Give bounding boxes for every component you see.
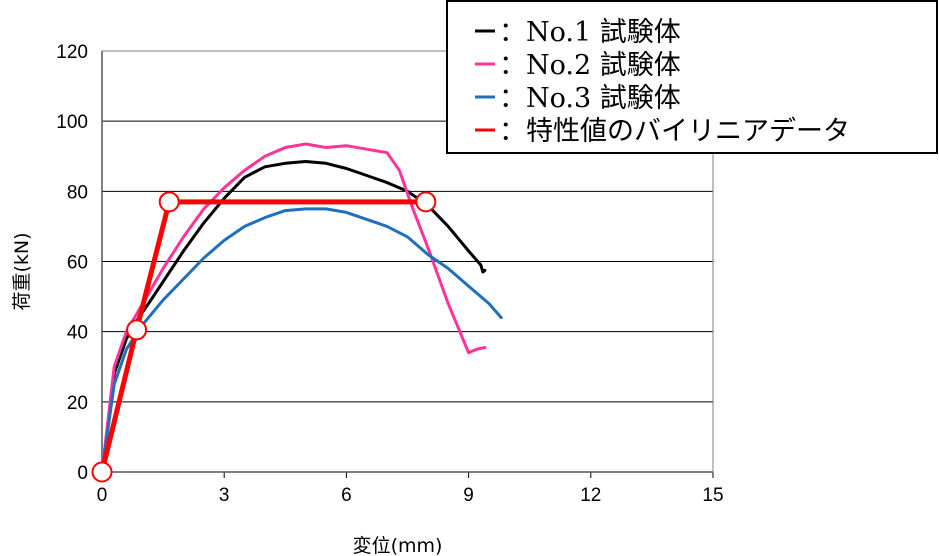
legend-box [446, 0, 938, 154]
series-4-point-marker [126, 319, 148, 341]
legend-label-1: ：No.1 試験体 [499, 17, 681, 48]
tick-labels: 0 20 40 60 80 100 120 0 3 6 9 12 15 [56, 42, 723, 506]
y-tick-label: 0 [77, 463, 88, 484]
y-tick-label: 60 [67, 253, 88, 274]
y-tick-label: 100 [56, 112, 88, 133]
series-line-1 [100, 160, 487, 474]
x-axis-label: 変位(mm) [353, 535, 443, 556]
x-tick-label: 3 [219, 485, 230, 506]
x-tick-label: 9 [463, 485, 474, 506]
y-axis-label: 荷重(kN) [11, 232, 33, 310]
series-line-4 [99, 199, 429, 475]
legend-label-4: ：特性値のバイリニアデータ [499, 116, 850, 147]
y-tick-label: 40 [67, 323, 88, 344]
y-tick-label: 120 [56, 42, 88, 63]
series-line-2 [100, 142, 487, 474]
series-layer [91, 142, 503, 483]
y-tick-label: 20 [67, 393, 88, 414]
x-tick-label: 12 [580, 485, 601, 506]
series-4-point-marker [415, 191, 437, 213]
x-tick-label: 15 [702, 485, 723, 506]
legend-label-3: ：No.3 試験体 [499, 83, 681, 114]
series-line-3 [100, 207, 503, 474]
series-4-point-marker [158, 191, 180, 213]
legend: ：No.1 試験体：No.2 試験体：No.3 試験体：特性値のバイリニアデータ [446, 0, 938, 154]
x-tick-label: 0 [97, 485, 108, 506]
series-4-point-marker [91, 461, 113, 483]
plot-area-frame [101, 50, 714, 473]
y-tick-label: 80 [67, 182, 88, 203]
legend-label-2: ：No.2 試験体 [499, 50, 681, 81]
x-tick-label: 6 [341, 485, 352, 506]
